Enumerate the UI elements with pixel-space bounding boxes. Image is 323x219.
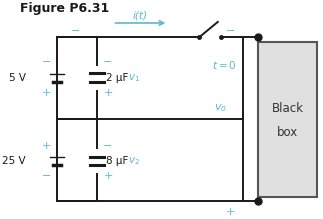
Text: $v_2$: $v_2$ — [128, 155, 140, 167]
Text: −: − — [41, 171, 51, 181]
Text: 8 μF: 8 μF — [106, 156, 129, 166]
Text: −: − — [103, 141, 113, 151]
Text: $v_o$: $v_o$ — [214, 102, 227, 114]
Text: box: box — [277, 126, 298, 139]
Text: Figure P6.31: Figure P6.31 — [20, 2, 109, 15]
Text: −: − — [41, 57, 51, 67]
Text: −: − — [103, 57, 113, 67]
Text: +: + — [41, 141, 51, 151]
Text: +: + — [41, 88, 51, 98]
Text: −: − — [225, 26, 235, 36]
Text: Black: Black — [271, 102, 303, 115]
Bar — [258, 42, 317, 197]
Text: +: + — [225, 207, 235, 217]
Text: −: − — [71, 26, 80, 36]
Text: +: + — [103, 88, 113, 98]
Text: i(t): i(t) — [133, 10, 148, 20]
Text: 2 μF: 2 μF — [106, 73, 129, 83]
Text: 5 V: 5 V — [9, 73, 26, 83]
Text: $t = 0$: $t = 0$ — [212, 59, 236, 71]
Text: 25 V: 25 V — [2, 156, 26, 166]
Text: $v_1$: $v_1$ — [128, 72, 140, 84]
Text: +: + — [103, 171, 113, 181]
